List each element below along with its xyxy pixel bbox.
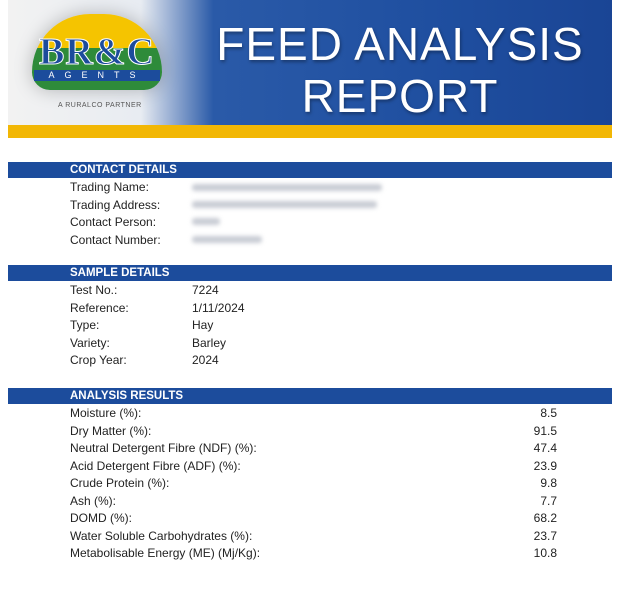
redacted-value	[192, 236, 262, 243]
result-label: Crude Protein (%):	[70, 476, 170, 490]
field-label: Variety:	[70, 335, 110, 350]
redacted-value	[192, 184, 382, 191]
result-value: 10.8	[533, 546, 557, 560]
header-stripe	[8, 125, 612, 138]
field-value: 1/11/2024	[192, 300, 245, 315]
result-label: Neutral Detergent Fibre (NDF) (%):	[70, 441, 257, 455]
field-label: Contact Number:	[70, 232, 161, 247]
result-value: 23.9	[533, 458, 557, 473]
field-value: 2024	[192, 353, 219, 367]
logo: BR&C	[39, 31, 155, 74]
result-value: 7.7	[540, 493, 557, 508]
redacted-value	[192, 218, 220, 225]
logo-sub: AGENTS	[34, 70, 160, 81]
tagline: A RURALCO PARTNER	[58, 102, 142, 109]
field-label: Trading Address:	[70, 197, 161, 212]
result-label: Ash (%):	[70, 493, 117, 508]
section-heading: ANALYSIS RESULTS	[8, 388, 612, 404]
result-value: 8.5	[540, 406, 557, 420]
result-value: 23.7	[533, 528, 557, 543]
field-value: 7224	[192, 283, 219, 297]
field-label: Type:	[70, 318, 100, 332]
section-heading: SAMPLE DETAILS	[8, 265, 612, 281]
result-label: DOMD (%):	[70, 511, 132, 525]
result-value: 91.5	[533, 423, 557, 438]
field-label: Reference:	[70, 300, 129, 315]
redacted-value	[192, 201, 377, 208]
result-value: 9.8	[540, 476, 557, 490]
title-line: REPORT	[301, 70, 499, 122]
result-label: Metabolisable Energy (ME) (Mj/Kg):	[70, 546, 261, 560]
field-label: Crop Year:	[70, 353, 127, 367]
result-label: Water Soluble Carbohydrates (%):	[70, 528, 253, 543]
result-label: Moisture (%):	[70, 406, 142, 420]
result-value: 68.2	[533, 511, 557, 525]
report-title: FEED ANALYSIS REPORT	[200, 18, 600, 122]
section-heading: CONTACT DETAILS	[8, 162, 612, 178]
result-value: 47.4	[533, 441, 557, 455]
title-line: FEED ANALYSIS	[216, 18, 584, 70]
field-label: Trading Name:	[70, 180, 149, 194]
field-value: Barley	[192, 335, 227, 350]
result-label: Dry Matter (%):	[70, 423, 152, 438]
field-value: Hay	[192, 318, 214, 332]
field-label: Contact Person:	[70, 215, 157, 229]
field-label: Test No.:	[70, 283, 118, 297]
result-label: Acid Detergent Fibre (ADF) (%):	[70, 458, 241, 473]
